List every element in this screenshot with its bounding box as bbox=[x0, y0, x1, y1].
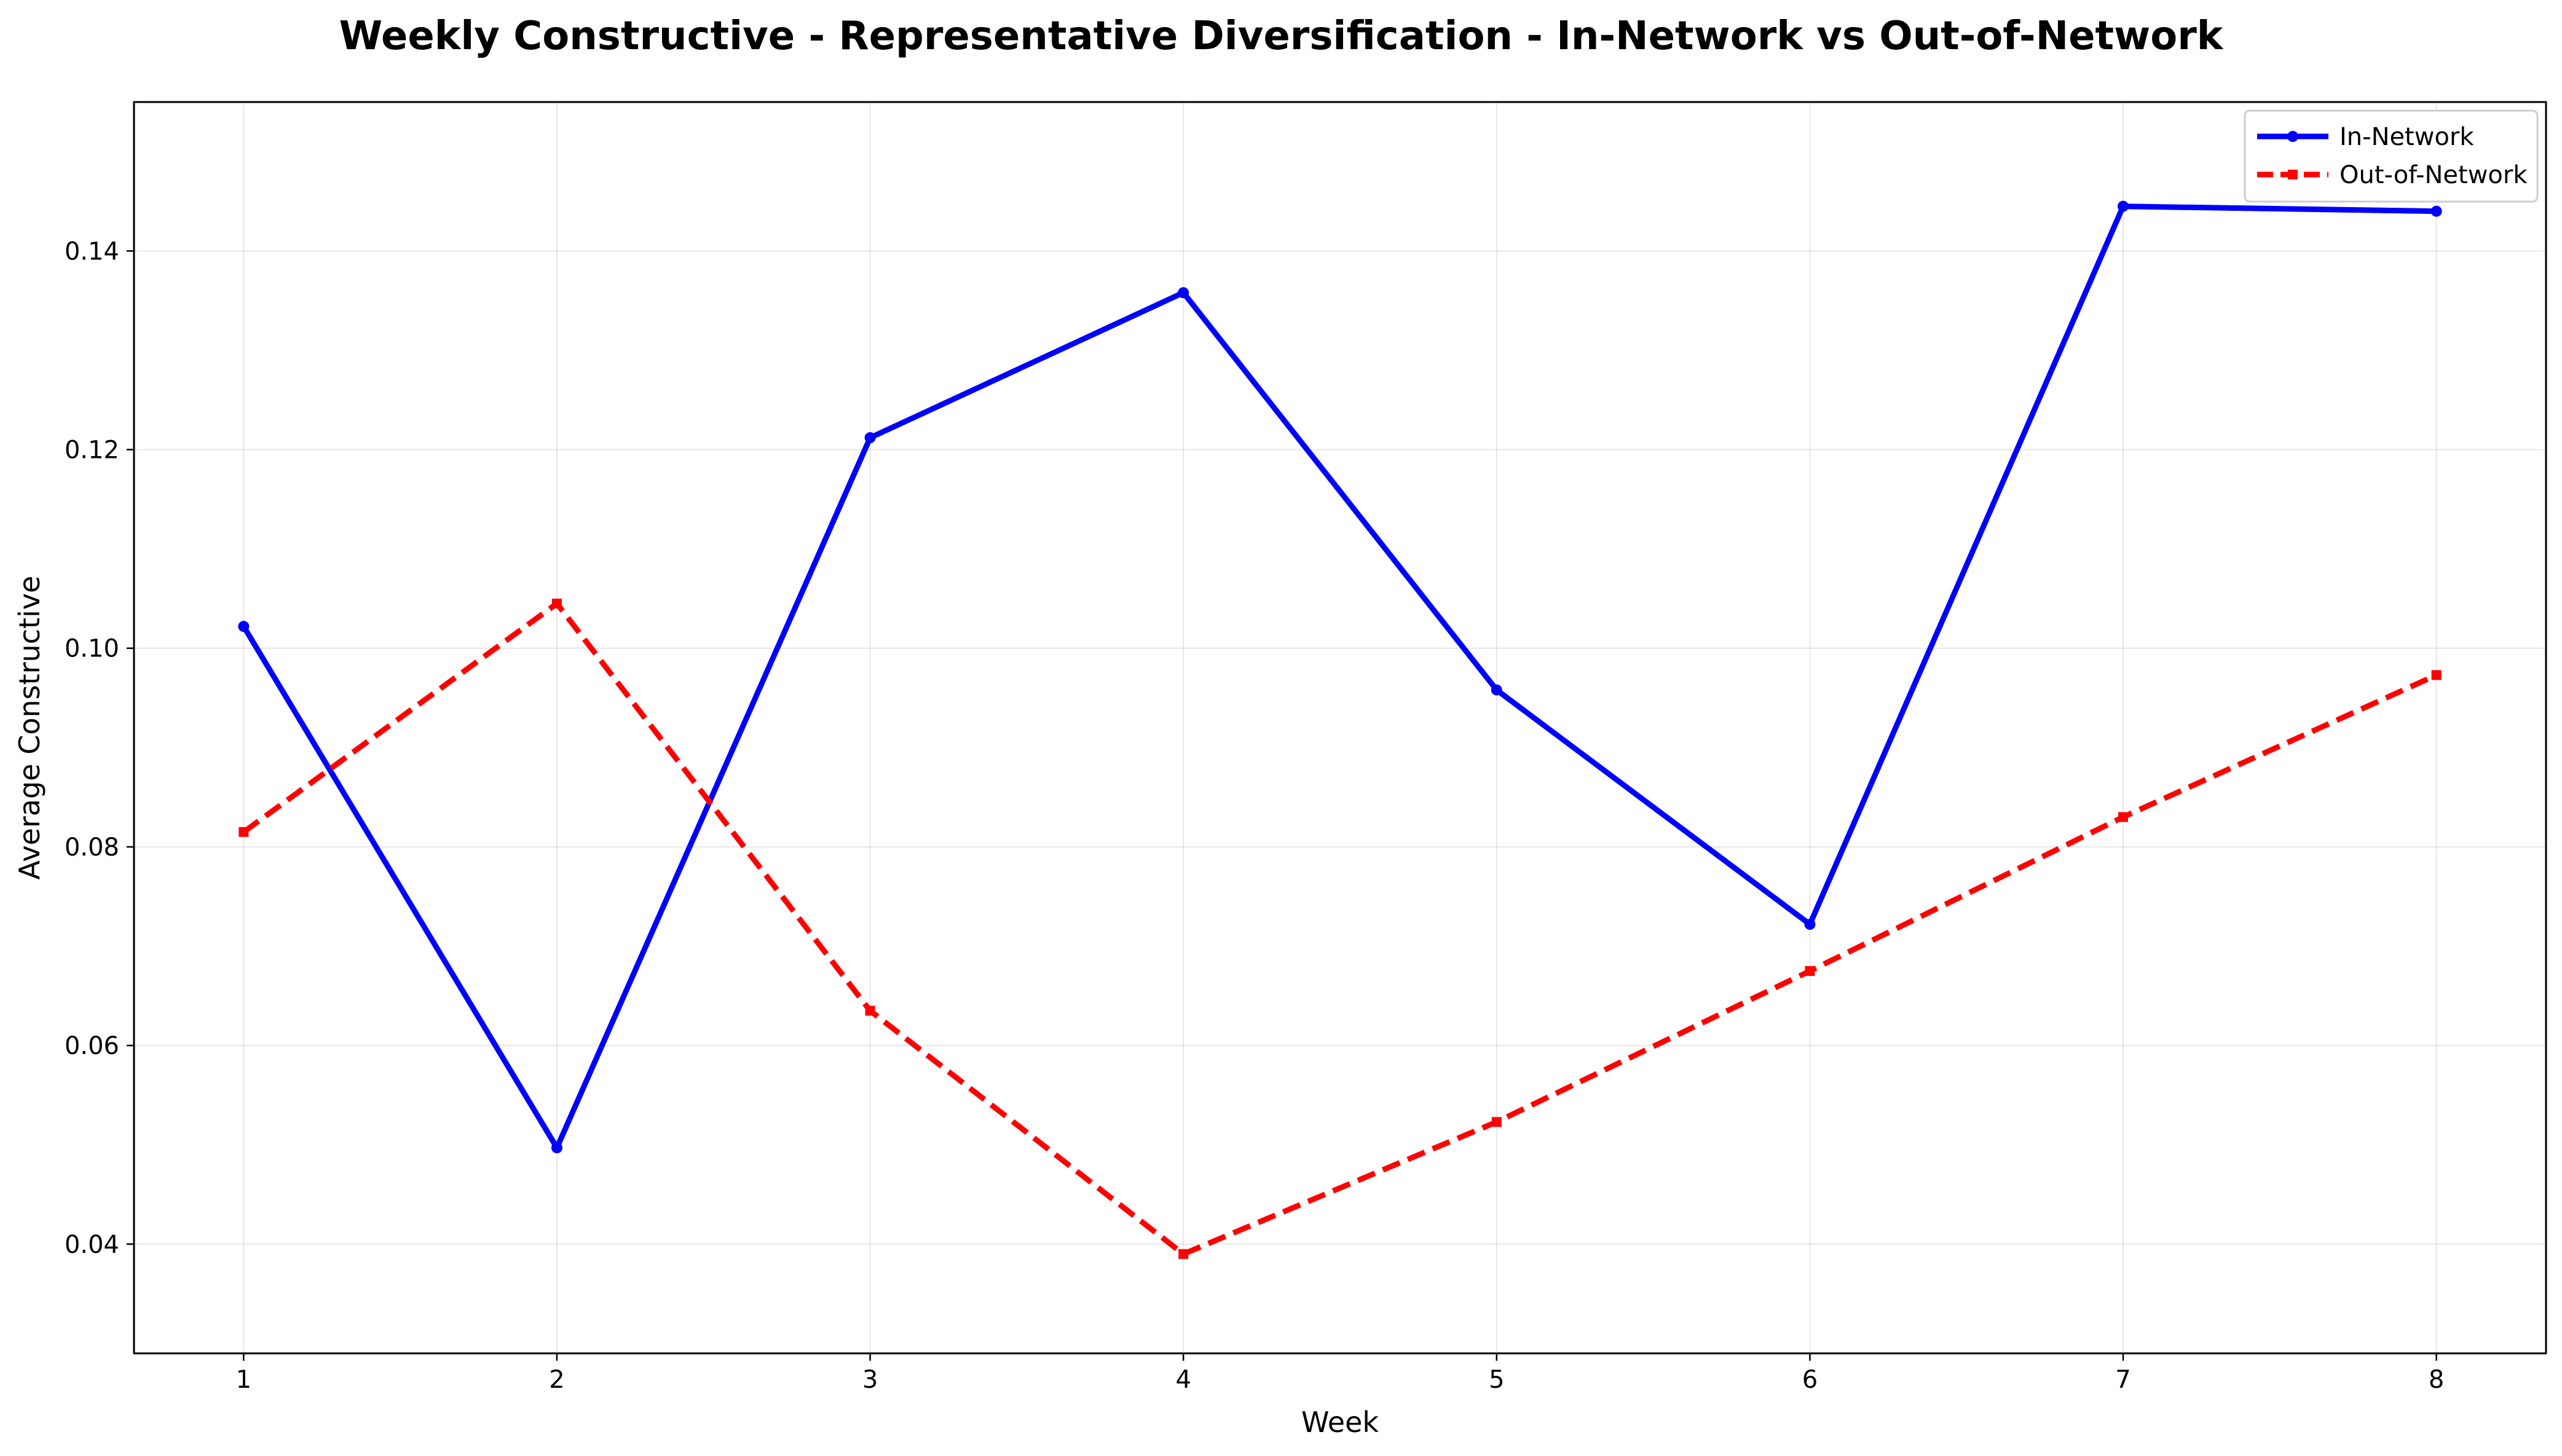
axis-ticks: 1 2 3 4 5 6 7 8 0.04 0.06 0.08 0.10 0.12 0.14 bbox=[65, 237, 2444, 1394]
in-network-series-line bbox=[241, 203, 2437, 1151]
in-network-point bbox=[1804, 918, 1816, 930]
y-tick-label: 0.10 bbox=[65, 635, 119, 663]
in-network-point bbox=[238, 621, 250, 632]
plot-frame bbox=[133, 101, 2547, 1355]
out-of-network-point bbox=[1491, 1117, 1502, 1127]
y-tick-label: 0.14 bbox=[65, 237, 119, 266]
x-tick-label: 1 bbox=[236, 1366, 251, 1394]
x-tick-label: 6 bbox=[1802, 1366, 1818, 1394]
x-axis-label: Week bbox=[1301, 1406, 1379, 1439]
y-axis-label: Average Constructive bbox=[13, 576, 46, 880]
out-of-network-point bbox=[1178, 1249, 1189, 1259]
x-tick-label: 4 bbox=[1175, 1366, 1191, 1394]
in-network-legend-marker bbox=[2287, 131, 2298, 142]
x-tick-label: 8 bbox=[2429, 1366, 2444, 1394]
out-of-network-point bbox=[238, 827, 249, 837]
y-tick-label: 0.08 bbox=[65, 833, 119, 862]
out-of-network-point bbox=[1805, 966, 1815, 976]
legend-box bbox=[2244, 109, 2539, 203]
chart-title: Weekly Constructive - Representative Div… bbox=[339, 14, 2224, 59]
x-tick-label: 3 bbox=[862, 1366, 878, 1394]
out-of-network-point bbox=[2118, 812, 2129, 822]
y-tick-label: 0.12 bbox=[65, 436, 119, 465]
y-tick-label: 0.06 bbox=[65, 1032, 119, 1060]
out-of-network-series-line bbox=[242, 600, 2438, 1257]
out-of-network-point bbox=[551, 599, 562, 609]
legend: In-Network Out-of-Network bbox=[2244, 109, 2539, 203]
in-network-point bbox=[551, 1142, 562, 1154]
x-tick-label: 7 bbox=[2115, 1366, 2130, 1394]
y-tick-label: 0.04 bbox=[65, 1230, 119, 1259]
in-network-point bbox=[2118, 200, 2129, 212]
x-tick-label: 2 bbox=[549, 1366, 564, 1394]
in-network-legend-label: In-Network bbox=[2339, 123, 2474, 151]
out-of-network-point bbox=[2431, 670, 2442, 680]
in-network-point bbox=[1178, 287, 1189, 299]
out-of-network-point bbox=[865, 1005, 875, 1016]
out-of-network-legend-label: Out-of-Network bbox=[2339, 161, 2528, 189]
x-tick-label: 5 bbox=[1489, 1366, 1504, 1394]
in-network-point bbox=[864, 432, 876, 444]
in-network-point bbox=[2430, 205, 2442, 217]
out-of-network-legend-marker bbox=[2288, 170, 2298, 179]
plot-series bbox=[238, 200, 2442, 1259]
grid-lines bbox=[134, 102, 2546, 1353]
in-network-point bbox=[1491, 684, 1502, 696]
